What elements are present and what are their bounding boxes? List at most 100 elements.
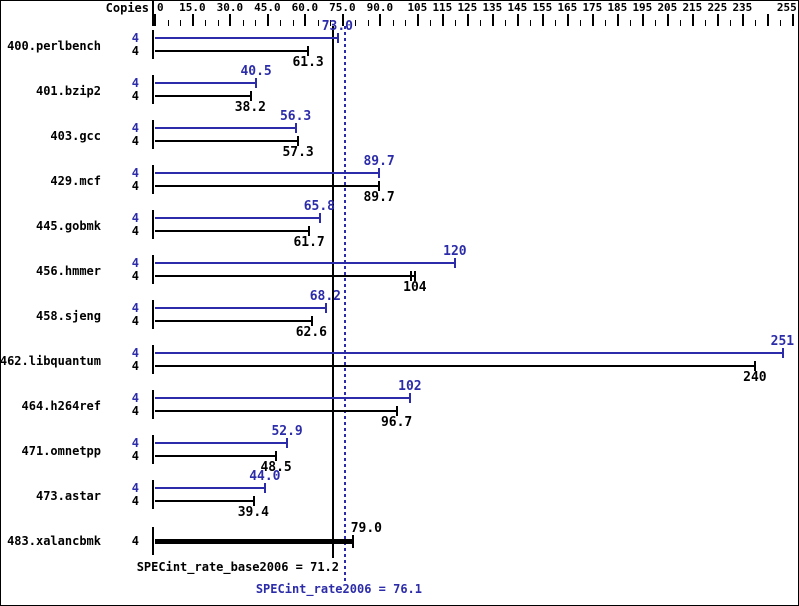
axis-minor-tick — [180, 20, 181, 26]
row-axis-bracket — [152, 390, 154, 419]
axis-major-tick — [791, 14, 794, 26]
copies-value: 4 — [131, 44, 139, 58]
axis-tick-label: 45.0 — [254, 1, 281, 14]
base-bar-cap — [249, 91, 252, 101]
row-axis-bracket — [152, 210, 154, 239]
axis-major-tick — [379, 14, 381, 26]
base-bar — [155, 500, 254, 502]
peak-value-label: 89.7 — [363, 154, 395, 169]
axis-minor-tick — [630, 20, 631, 26]
peak-bar-cap — [781, 348, 784, 358]
axis-tick-label: 30.0 — [216, 1, 244, 14]
base-bar-cap — [414, 271, 416, 281]
axis-minor-tick — [205, 20, 206, 26]
peak-value-label: 65.8 — [303, 199, 335, 214]
base-bar — [155, 95, 251, 97]
base-bar-range-cap — [410, 271, 412, 281]
axis-major-tick — [666, 14, 669, 26]
axis-tick-label: 155 — [532, 1, 553, 14]
peak-bar — [155, 307, 326, 309]
peak-bar — [155, 487, 265, 489]
axis-tick-label: 135 — [482, 1, 503, 14]
axis-tick-label: 165 — [557, 1, 578, 14]
axis-tick-label: 145 — [507, 1, 528, 14]
benchmark-label: 458.sjeng — [35, 309, 101, 323]
peak-value-label: 120 — [443, 244, 467, 259]
axis-minor-tick — [705, 20, 706, 26]
base-bar — [155, 140, 299, 142]
benchmark-label: 473.astar — [35, 489, 101, 503]
axis-major-tick — [741, 14, 744, 26]
peak-bar — [155, 217, 320, 219]
base-bar — [155, 50, 309, 52]
copies-value: 4 — [131, 346, 139, 360]
base-value-label: 62.6 — [295, 325, 327, 340]
peak-value-label: 40.5 — [240, 64, 272, 79]
axis-minor-tick — [255, 20, 256, 26]
axis-major-tick — [341, 14, 344, 26]
copies-value: 4 — [131, 211, 139, 225]
benchmark-label: 456.hmmer — [35, 264, 101, 278]
axis-minor-tick — [355, 20, 356, 26]
peak-value-label: 44.0 — [249, 469, 281, 484]
axis-minor-tick — [730, 20, 731, 26]
axis-minor-tick — [167, 20, 169, 26]
base-bar-cap — [252, 496, 255, 506]
benchmark-label: 400.perlbench — [7, 39, 101, 53]
peak-bar-cap — [378, 168, 381, 178]
copies-value: 4 — [131, 179, 139, 193]
axis-major-tick — [541, 14, 544, 26]
axis-minor-tick — [680, 20, 681, 26]
axis-minor-tick — [555, 20, 556, 26]
axis-minor-tick — [292, 20, 294, 26]
axis-minor-tick — [392, 20, 394, 26]
copies-value: 4 — [131, 134, 139, 148]
axis-tick-label: 195 — [632, 1, 653, 14]
base-value-label: 61.7 — [293, 235, 325, 250]
base-bar-cap — [378, 181, 381, 191]
row-axis-bracket — [152, 165, 154, 194]
base-bar-cap — [351, 535, 354, 548]
benchmark-label: 483.xalancbmk — [7, 534, 101, 548]
axis-minor-tick — [455, 20, 456, 26]
axis-tick-label: 60.0 — [291, 1, 319, 14]
peak-bar-cap — [264, 483, 266, 493]
axis-minor-tick — [330, 20, 331, 26]
benchmark-label: 445.gobmk — [35, 219, 101, 233]
peak-value-label: 73.0 — [321, 19, 353, 34]
axis-major-tick — [616, 14, 619, 26]
axis-major-tick — [516, 14, 519, 26]
peak-bar — [155, 397, 410, 399]
axis-major-tick — [304, 14, 306, 26]
peak-bar — [155, 82, 257, 84]
benchmark-label: 401.bzip2 — [35, 84, 101, 98]
base-value-label: 61.3 — [292, 55, 324, 70]
base-bar — [155, 185, 380, 187]
base-bar — [155, 365, 755, 367]
summary-base-score-label: SPECint_rate_base2006 = 71.2 — [136, 560, 339, 574]
peak-value-label: 102 — [398, 379, 422, 394]
axis-major-tick — [266, 14, 269, 26]
axis-major-tick — [191, 14, 194, 26]
axis-tick-label: 105 — [407, 1, 428, 14]
copies-value: 4 — [131, 314, 139, 328]
axis-minor-tick — [430, 20, 431, 26]
base-value-label: 89.7 — [363, 190, 395, 205]
row-axis-bracket — [152, 435, 154, 464]
base-value-label: 38.2 — [234, 100, 266, 115]
peak-value-label: 251 — [770, 334, 795, 349]
base-bar — [155, 230, 310, 232]
peak-bar — [155, 262, 455, 264]
peak-bar-cap — [318, 213, 321, 223]
axis-tick-label: 0 — [157, 1, 164, 14]
axis-minor-tick — [605, 20, 606, 26]
axis-major-tick — [466, 14, 469, 26]
benchmark-label: 429.mcf — [50, 174, 101, 188]
ref-line-peak — [344, 26, 347, 582]
axis-major-tick — [154, 14, 156, 26]
copies-value: 4 — [131, 256, 139, 270]
copies-value: 4 — [131, 89, 139, 103]
axis-tick-label: 215 — [682, 1, 703, 14]
peak-bar — [155, 442, 288, 444]
